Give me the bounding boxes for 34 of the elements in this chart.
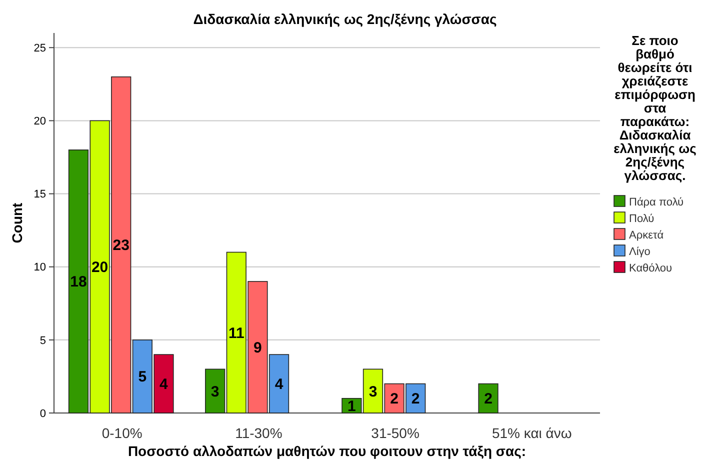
- y-tick-label: 0: [40, 408, 46, 420]
- data-label: 3: [368, 383, 378, 400]
- y-tick-label: 20: [34, 116, 46, 128]
- data-label: 20: [91, 259, 108, 276]
- x-tick-label: 51% και άνω: [492, 424, 572, 441]
- y-axis-title: Count: [9, 202, 25, 244]
- data-label: 18: [70, 274, 87, 291]
- y-tick-label: 15: [34, 188, 46, 201]
- data-label: 3: [210, 383, 220, 400]
- data-label: 5: [138, 368, 147, 386]
- x-axis-title: Ποσοστό αλλοδαπών μαθητών που φοιτουν στην τάξη σας:: [128, 443, 526, 459]
- data-label: 4: [274, 376, 284, 394]
- bar: [478, 383, 498, 414]
- data-label: 11: [228, 324, 244, 342]
- data-label: 1: [348, 398, 356, 415]
- legend-label: Πολύ: [629, 213, 654, 225]
- y-tick-label: 5: [40, 334, 46, 347]
- text: Σε ποιο βαθμό θεωρείτε ότι χρειάζεστε επιμόρφωση στα παρακάτω: Διδασκαλία ελληνικής ως 2ης/ξένης γλώσσας.: [614, 33, 696, 183]
- data-label: 2: [390, 390, 398, 408]
- legend-label: Πάρα πολύ: [629, 196, 684, 208]
- x-tick-label: 0-10%: [102, 424, 142, 441]
- legend-label: Καθόλου: [629, 262, 672, 274]
- data-label: 23: [112, 237, 130, 254]
- legend-label: Λίγο: [629, 246, 650, 258]
- data-label: 4: [160, 376, 169, 394]
- data-label: 2: [411, 390, 420, 408]
- x-tick-label: 11-30%: [235, 424, 282, 441]
- y-tick-label: 10: [34, 262, 46, 274]
- legend-label: Αρκετά: [629, 230, 664, 242]
- x-tick-label: 31-50%: [371, 424, 420, 441]
- data-label: 9: [254, 339, 262, 356]
- chart-title: Διδασκαλία ελληνικής ως 2ης/ξένης γλώσσας: [193, 11, 497, 27]
- y-tick-label: 25: [34, 42, 46, 54]
- data-label: 2: [484, 390, 492, 408]
